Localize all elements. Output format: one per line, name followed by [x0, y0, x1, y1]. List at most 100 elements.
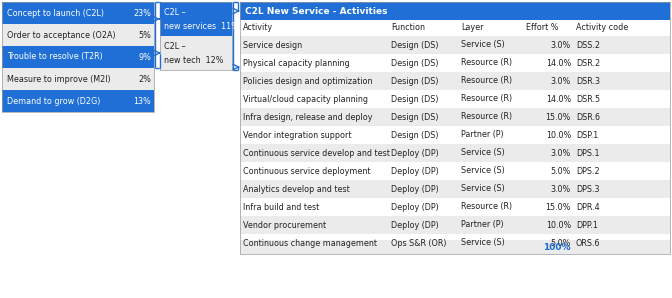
Text: Design (DS): Design (DS)	[391, 113, 439, 122]
Text: 15.0%: 15.0%	[546, 113, 571, 122]
Text: Order to acceptance (O2A): Order to acceptance (O2A)	[7, 30, 116, 40]
Text: new tech  12%: new tech 12%	[164, 56, 224, 65]
Text: 3.0%: 3.0%	[551, 41, 571, 49]
Bar	[240, 20, 670, 36]
Text: 10.0%: 10.0%	[546, 221, 571, 229]
Bar	[240, 216, 670, 234]
Text: 14.0%: 14.0%	[546, 58, 571, 68]
Text: Design (DS): Design (DS)	[391, 131, 439, 139]
Bar	[240, 180, 670, 198]
Text: 15.0%: 15.0%	[546, 203, 571, 212]
Bar	[2, 46, 154, 68]
Bar	[240, 144, 670, 162]
Text: 10.0%: 10.0%	[546, 131, 571, 139]
Text: Analytics develop and test: Analytics develop and test	[243, 184, 349, 193]
Text: Deploy (DP): Deploy (DP)	[391, 167, 439, 176]
Text: 23%: 23%	[133, 9, 151, 18]
Text: 2%: 2%	[138, 74, 151, 83]
Text: Vendor procurement: Vendor procurement	[243, 221, 326, 229]
Text: Policies design and optimization: Policies design and optimization	[243, 77, 372, 86]
Text: Resource (R): Resource (R)	[461, 113, 512, 122]
Bar	[240, 2, 670, 254]
Text: Resource (R): Resource (R)	[461, 94, 512, 103]
Text: ORS.6: ORS.6	[576, 238, 601, 248]
Text: DSR.5: DSR.5	[576, 94, 600, 103]
Text: DPP.1: DPP.1	[576, 221, 598, 229]
Text: 3.0%: 3.0%	[551, 184, 571, 193]
Bar	[2, 68, 154, 90]
Text: Resource (R): Resource (R)	[461, 203, 512, 212]
Text: 100%: 100%	[544, 243, 571, 252]
Text: Layer: Layer	[461, 24, 483, 32]
Bar	[240, 2, 670, 20]
Bar	[240, 72, 670, 90]
Text: Activity code: Activity code	[576, 24, 628, 32]
Text: Design (DS): Design (DS)	[391, 77, 439, 86]
Text: Deploy (DP): Deploy (DP)	[391, 148, 439, 158]
Text: Partner (P): Partner (P)	[461, 131, 503, 139]
Bar	[2, 2, 154, 24]
Text: Partner (P): Partner (P)	[461, 221, 503, 229]
Bar	[240, 198, 670, 216]
Text: 5.0%: 5.0%	[550, 167, 571, 176]
Text: Service (S): Service (S)	[461, 148, 505, 158]
Text: DSR.3: DSR.3	[576, 77, 600, 86]
Text: 13%: 13%	[133, 97, 151, 105]
Text: DSR.2: DSR.2	[576, 58, 600, 68]
Text: Continuous change management: Continuous change management	[243, 238, 377, 248]
Bar	[240, 162, 670, 180]
Text: Design (DS): Design (DS)	[391, 94, 439, 103]
Text: 9%: 9%	[138, 52, 151, 61]
Text: Function: Function	[391, 24, 425, 32]
Text: Concept to launch (C2L): Concept to launch (C2L)	[7, 9, 104, 18]
Text: Design (DS): Design (DS)	[391, 58, 439, 68]
Bar	[240, 90, 670, 108]
Bar	[240, 54, 670, 72]
Text: Ops S&R (OR): Ops S&R (OR)	[391, 238, 446, 248]
Bar	[240, 240, 670, 254]
Text: Virtual/cloud capacity planning: Virtual/cloud capacity planning	[243, 94, 368, 103]
Text: DSR.6: DSR.6	[576, 113, 600, 122]
Text: Deploy (DP): Deploy (DP)	[391, 221, 439, 229]
Text: Deploy (DP): Deploy (DP)	[391, 184, 439, 193]
Text: DPS.1: DPS.1	[576, 148, 599, 158]
Text: DSP.1: DSP.1	[576, 131, 598, 139]
Text: Service (S): Service (S)	[461, 238, 505, 248]
Bar	[160, 36, 232, 70]
Bar	[160, 2, 232, 36]
Text: Effort %: Effort %	[526, 24, 558, 32]
Text: Demand to grow (D2G): Demand to grow (D2G)	[7, 97, 100, 105]
Text: Activity: Activity	[243, 24, 273, 32]
Text: Trouble to resolve (T2R): Trouble to resolve (T2R)	[7, 52, 103, 61]
Text: Deploy (DP): Deploy (DP)	[391, 203, 439, 212]
Text: Service (S): Service (S)	[461, 41, 505, 49]
Text: 5.0%: 5.0%	[550, 238, 571, 248]
Text: 14.0%: 14.0%	[546, 94, 571, 103]
Text: Resource (R): Resource (R)	[461, 58, 512, 68]
Bar	[160, 2, 232, 70]
Text: 3.0%: 3.0%	[551, 148, 571, 158]
Text: DPS.2: DPS.2	[576, 167, 599, 176]
Bar	[240, 126, 670, 144]
Text: Continuous service deployment: Continuous service deployment	[243, 167, 370, 176]
Text: Infra build and test: Infra build and test	[243, 203, 319, 212]
Text: Service (S): Service (S)	[461, 184, 505, 193]
Text: Physical capacity planning: Physical capacity planning	[243, 58, 349, 68]
Text: Vendor integration support: Vendor integration support	[243, 131, 351, 139]
Text: Infra design, release and deploy: Infra design, release and deploy	[243, 113, 372, 122]
Text: Measure to improve (M2I): Measure to improve (M2I)	[7, 74, 111, 83]
Bar	[2, 90, 154, 112]
Bar	[240, 36, 670, 54]
Text: DPS.3: DPS.3	[576, 184, 599, 193]
Text: DSS.2: DSS.2	[576, 41, 600, 49]
Bar	[240, 234, 670, 252]
Bar	[2, 2, 154, 112]
Text: Service (S): Service (S)	[461, 167, 505, 176]
Text: 5%: 5%	[138, 30, 151, 40]
Bar	[240, 108, 670, 126]
Text: C2L –: C2L –	[164, 8, 185, 17]
Text: C2L New Service - Activities: C2L New Service - Activities	[245, 7, 388, 15]
Text: C2L –: C2L –	[164, 42, 185, 51]
Text: new services  11%: new services 11%	[164, 22, 239, 31]
Text: DPR.4: DPR.4	[576, 203, 599, 212]
